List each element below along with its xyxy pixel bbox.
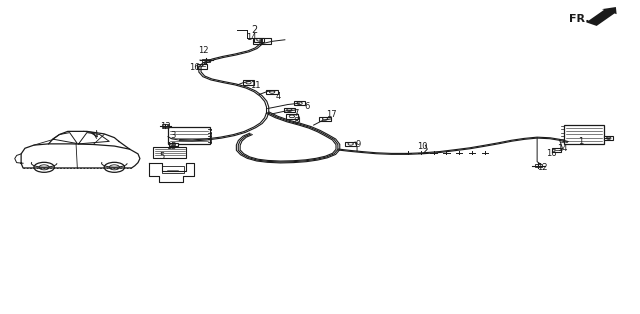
Bar <box>202 58 210 62</box>
FancyArrow shape <box>586 7 616 26</box>
Text: 14: 14 <box>557 144 568 153</box>
Text: 8: 8 <box>293 117 298 127</box>
Text: 14: 14 <box>246 33 256 42</box>
Text: 3: 3 <box>170 131 176 140</box>
Bar <box>153 147 186 158</box>
Bar <box>564 125 604 144</box>
Text: 13: 13 <box>160 122 171 131</box>
Bar <box>534 164 542 167</box>
Bar <box>168 127 209 144</box>
Text: 1: 1 <box>578 138 583 147</box>
Text: 17: 17 <box>326 110 337 119</box>
Text: 6: 6 <box>305 102 310 111</box>
Bar <box>266 90 278 94</box>
Bar <box>162 166 184 173</box>
Text: 12: 12 <box>198 46 209 55</box>
Bar <box>254 38 264 42</box>
Text: 4: 4 <box>276 92 281 100</box>
Text: 10: 10 <box>417 142 428 150</box>
Text: 5: 5 <box>159 152 164 161</box>
Bar <box>552 148 561 152</box>
Text: 12: 12 <box>537 164 547 172</box>
Bar <box>196 64 207 68</box>
Bar <box>345 142 356 146</box>
Text: 16: 16 <box>189 63 200 73</box>
Text: FR.: FR. <box>569 14 589 24</box>
Bar <box>253 38 271 45</box>
Bar <box>243 80 254 85</box>
Bar <box>319 117 331 121</box>
Text: 16: 16 <box>546 149 557 158</box>
Text: 9: 9 <box>356 140 361 149</box>
Bar <box>284 108 295 112</box>
Text: 2: 2 <box>252 25 258 35</box>
Bar <box>163 124 168 127</box>
Text: 11: 11 <box>250 81 260 89</box>
Bar <box>294 101 305 106</box>
Bar <box>169 143 177 146</box>
Bar <box>286 114 298 119</box>
Text: 7: 7 <box>293 109 298 118</box>
Text: 15: 15 <box>166 143 177 151</box>
Bar <box>604 136 613 140</box>
